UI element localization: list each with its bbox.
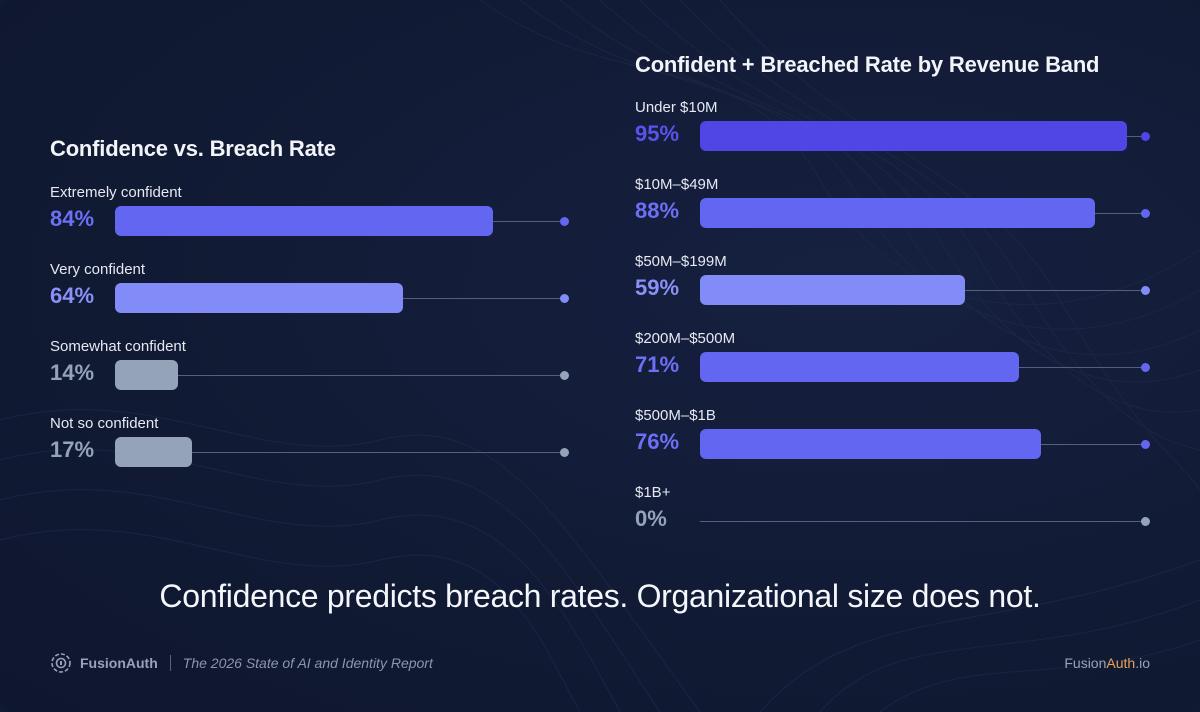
site-part-fusion: Fusion (1064, 655, 1107, 671)
fusionauth-logo-icon (51, 653, 71, 673)
track-end-dot (1141, 209, 1150, 218)
track-end-dot (1141, 286, 1150, 295)
headline: Confidence predicts breach rates. Organi… (159, 578, 1041, 614)
value-label: 17% (50, 437, 95, 462)
track-end-dot (1141, 363, 1150, 372)
bar (700, 429, 1042, 459)
category-label: $200M–$500M (635, 330, 736, 347)
value-label: 71% (635, 352, 680, 377)
category-label: Under $10M (635, 99, 718, 116)
value-label: 88% (635, 198, 680, 223)
value-label: 76% (635, 429, 680, 454)
bar (700, 275, 965, 305)
bar-track (115, 452, 564, 453)
track-end-dot (560, 371, 569, 380)
footer-branding: FusionAuth The 2026 State of AI and Iden… (50, 652, 433, 674)
bar-row: $200M–$500M 71% (635, 330, 1155, 400)
bar-row: $1B+ 0% (635, 484, 1155, 554)
value-label: 59% (635, 275, 680, 300)
bar (115, 437, 192, 467)
bar-track (115, 375, 564, 376)
track-end-dot (560, 217, 569, 226)
right-chart-title: Confident + Breached Rate by Revenue Ban… (635, 52, 1100, 77)
value-label: 0% (635, 506, 667, 531)
bar-row: $10M–$49M 88% (635, 176, 1155, 246)
track-end-dot (560, 448, 569, 457)
report-title: The 2026 State of AI and Identity Report (182, 655, 433, 671)
footer-site: FusionAuth.io (1064, 655, 1150, 671)
bar (700, 198, 1096, 228)
left-chart-title: Confidence vs. Breach Rate (50, 136, 336, 161)
bar (700, 352, 1019, 382)
footer-divider (169, 655, 171, 671)
site-part-auth: Auth (1106, 655, 1136, 671)
bar-row: Extremely confident 84% (50, 184, 574, 254)
bar (115, 206, 493, 236)
bar-row: $50M–$199M 59% (635, 253, 1155, 323)
bar-row: Somewhat confident 14% (50, 338, 574, 408)
site-part-tld: .io (1135, 655, 1150, 671)
bar-track (700, 521, 1145, 522)
track-end-dot (1141, 440, 1150, 449)
track-end-dot (1141, 132, 1150, 141)
category-label: $500M–$1B (635, 407, 716, 424)
category-label: $10M–$49M (635, 176, 719, 193)
bar-row: Not so confident 17% (50, 415, 574, 485)
category-label: Very confident (50, 261, 146, 278)
bar-row: Under $10M 95% (635, 99, 1155, 169)
bar (115, 283, 403, 313)
value-label: 84% (50, 206, 95, 231)
brand-name: FusionAuth (80, 655, 158, 671)
category-label: Somewhat confident (50, 338, 186, 355)
value-label: 14% (50, 360, 95, 385)
track-end-dot (1141, 517, 1150, 526)
category-label: Not so confident (50, 415, 159, 432)
category-label: Extremely confident (50, 184, 182, 201)
value-label: 95% (635, 121, 680, 146)
bar-row: Very confident 64% (50, 261, 574, 331)
value-label: 64% (50, 283, 95, 308)
bar (115, 360, 178, 390)
category-label: $50M–$199M (635, 253, 727, 270)
bar-row: $500M–$1B 76% (635, 407, 1155, 477)
bar (700, 121, 1127, 151)
category-label: $1B+ (635, 484, 671, 501)
track-end-dot (560, 294, 569, 303)
